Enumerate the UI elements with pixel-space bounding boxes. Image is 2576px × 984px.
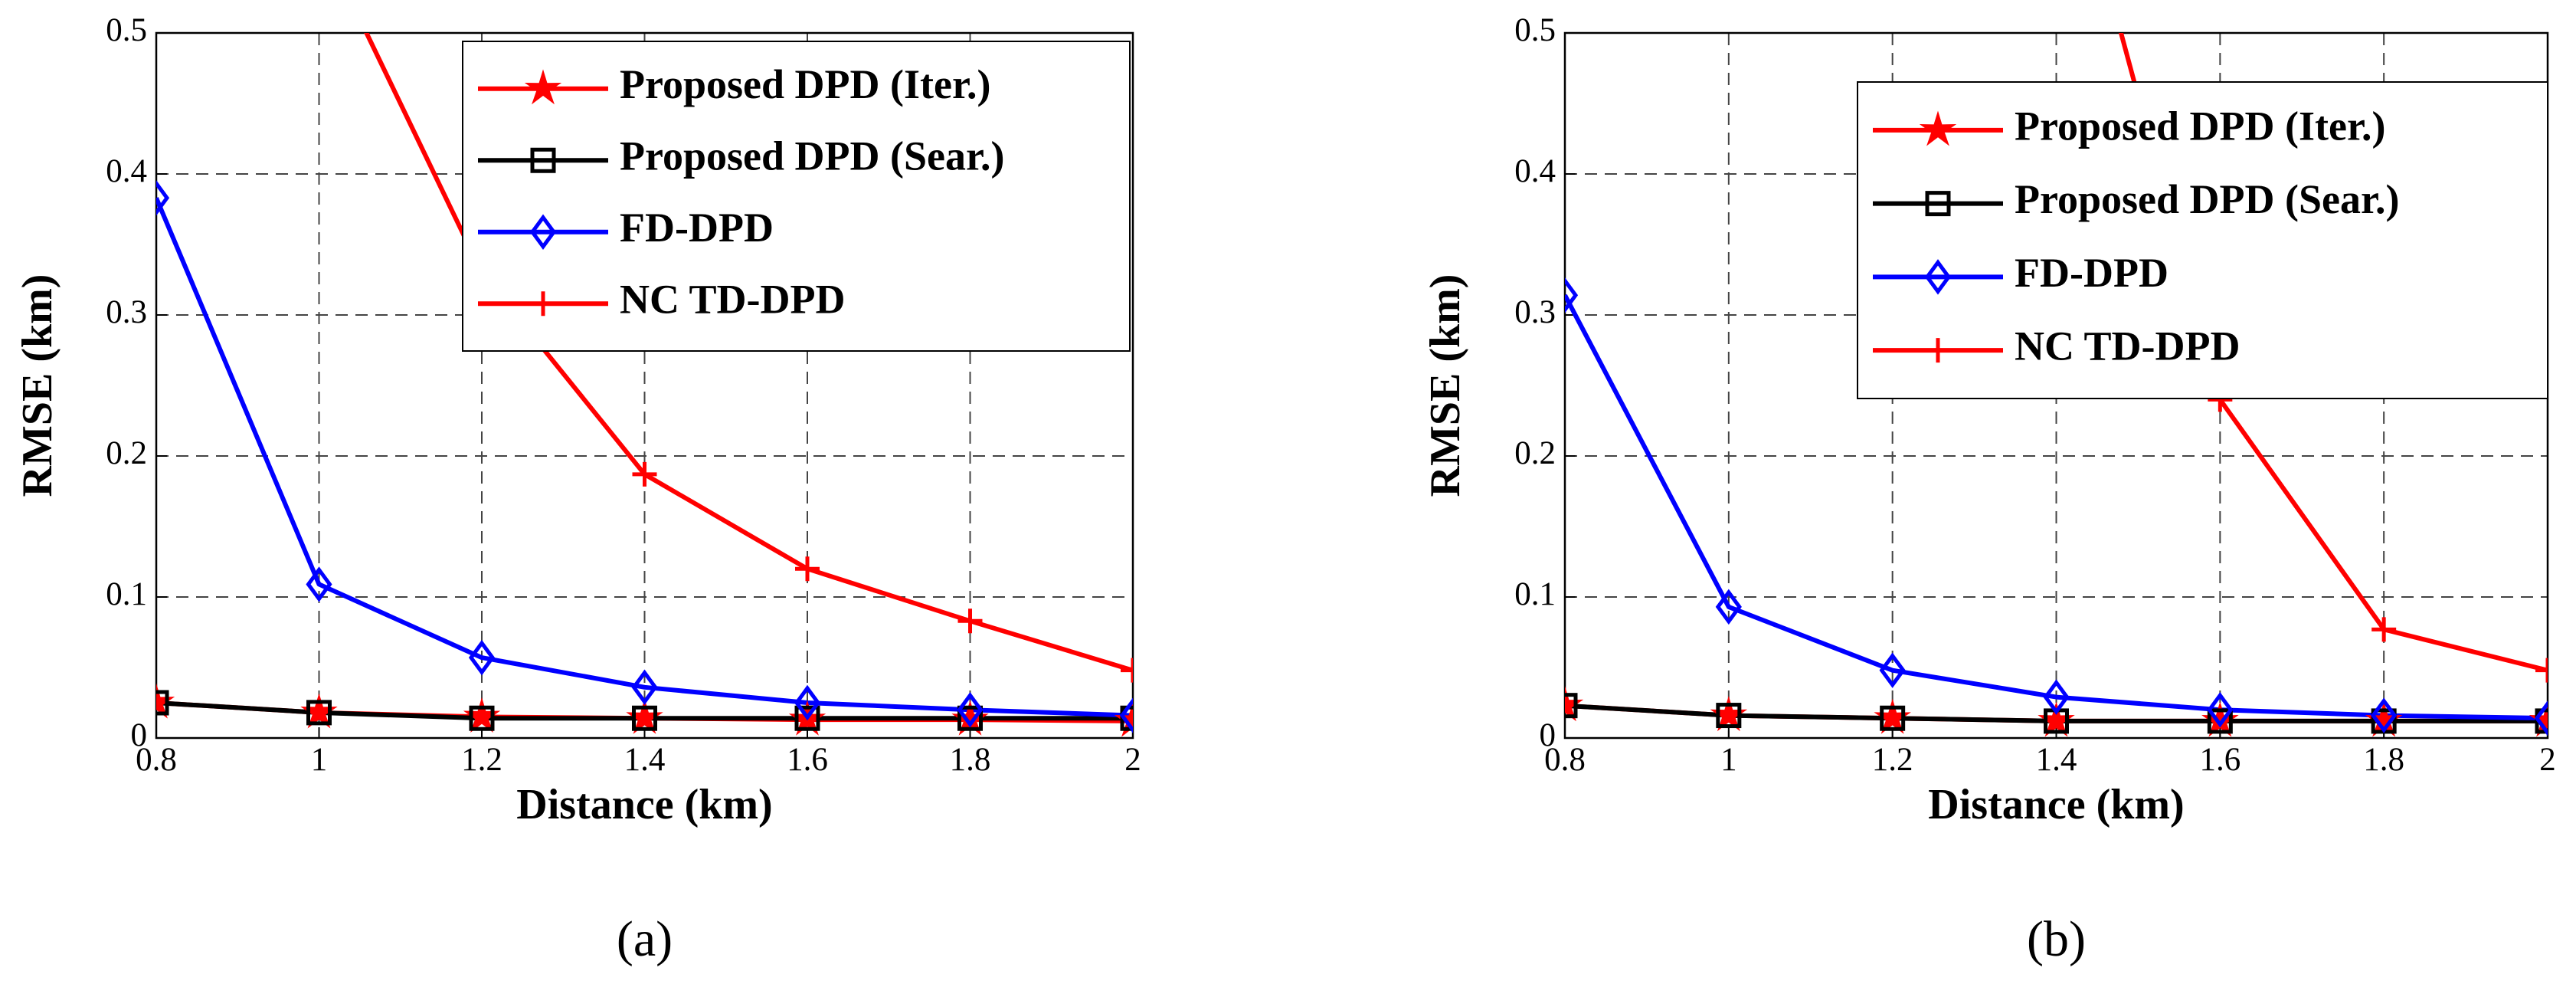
x-tick-label: 0.8 [1544,742,1586,778]
legend-box [1857,81,2548,399]
data-point [1121,658,1133,683]
legend-marker [1924,259,1952,295]
y-tick-label: 0.3 [106,294,147,330]
caption: (b) [2027,911,2086,967]
y-tick-label: 0.3 [1514,294,1556,330]
data-point [306,700,332,726]
y-tick-label: 0 [131,717,148,753]
y-tick-label: 0.1 [106,576,147,612]
x-tick-label: 1.2 [1872,742,1913,778]
legend-marker [524,69,562,105]
y-axis-label: RMSE (km) [14,274,61,497]
data-point [469,705,495,731]
x-axis-label: Distance (km) [516,781,772,828]
y-tick-label: 0.2 [1514,435,1556,471]
data-point [1879,652,1906,688]
data-point [631,669,658,705]
x-tick-label: 1.6 [2199,742,2240,778]
data-point [2534,700,2548,736]
plot-frame [155,31,1134,740]
x-tick-label: 2 [1124,742,1141,778]
data-point [957,691,984,728]
x-tick-label: 1 [1720,742,1737,778]
legend-label: NC TD-DPD [2015,323,2240,369]
x-tick-label: 1.4 [2036,742,2077,778]
legend-label: Proposed DPD (Iter.) [620,61,990,107]
data-point [1716,703,1742,729]
legend-marker [530,147,556,173]
x-axis-label: Distance (km) [1928,781,2184,828]
chart: 0 0.1 0.2 0.3 0.4 0.5 0.8 1 1.2 1.4 1.6 1.8 2 Propose… [1422,12,2556,967]
legend-label: Proposed DPD (Iter.) [2015,103,2385,149]
legend-marker [1926,338,1950,363]
data-point [2043,679,2070,715]
data-point [156,690,169,716]
x-tick-label: 1.6 [787,742,828,778]
data-point [2207,691,2234,728]
x-tick-label: 1.4 [624,742,666,778]
data-point [1565,277,1579,313]
data-point [957,608,983,634]
data-point [632,705,657,731]
y-tick-label: 0.4 [1514,153,1556,189]
legend-box [462,41,1131,352]
legend: Proposed DPD (Iter.) Proposed DPD (Sear.)… [1857,81,2548,399]
x-tick-label: 1 [311,742,328,778]
y-tick-label: 0.2 [106,435,147,471]
data-point [1880,705,1906,731]
x-tick-label: 1.8 [950,742,991,778]
data-point [2207,708,2233,734]
legend-marker [1919,110,1957,146]
data-point [2371,617,2397,642]
plot-area [156,33,1133,737]
data-point [957,705,983,731]
legend-marker [529,214,557,250]
data-point [1715,589,1742,625]
chart: 0 0.1 0.2 0.3 0.4 0.5 0.8 1 1.2 1.4 1.6 1.8 2 Propose… [14,12,1141,967]
caption: (a) [617,911,673,967]
data-point [156,180,170,216]
legend-label: FD-DPD [2015,250,2168,296]
y-tick-label: 0.1 [1514,576,1556,612]
legend-label: NC TD-DPD [620,277,846,323]
y-axis-label: RMSE (km) [1422,274,1469,497]
y-tick-label: 0.5 [1514,12,1556,48]
legend-label: FD-DPD [620,205,774,251]
data-point [794,705,820,731]
x-tick-label: 2 [2539,742,2556,778]
y-tick-label: 0 [1540,717,1556,753]
x-tick-label: 1.2 [461,742,502,778]
legend-label: Proposed DPD (Sear.) [620,133,1004,179]
plot-area [1565,33,2548,737]
data-point [468,639,496,676]
data-point [1565,693,1578,719]
data-point [1119,697,1133,733]
data-point [794,684,821,721]
legend-label: Proposed DPD (Sear.) [2015,176,2399,222]
legend-marker [531,291,555,317]
data-point [306,566,332,602]
data-point [2535,658,2548,683]
legend: Proposed DPD (Iter.) Proposed DPD (Sear.)… [462,41,1131,352]
y-tick-label: 0.4 [106,153,147,189]
data-point [632,461,657,487]
legend-marker [1925,191,1951,217]
data-point [2371,697,2398,733]
y-tick-label: 0.5 [106,12,147,48]
x-tick-label: 0.8 [136,742,177,778]
x-tick-label: 1.8 [2363,742,2404,778]
data-point [795,556,820,582]
